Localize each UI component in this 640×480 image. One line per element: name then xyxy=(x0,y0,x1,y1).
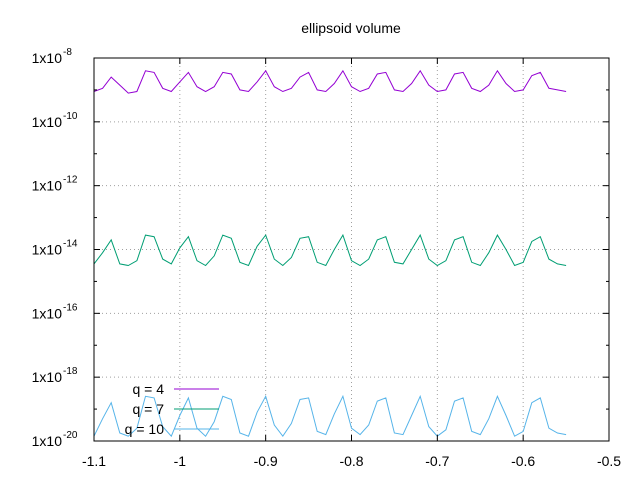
legend: q = 4 q = 7 q = 10 xyxy=(125,381,219,437)
legend-label: q = 7 xyxy=(132,401,164,417)
grid xyxy=(94,58,609,441)
series-line-2 xyxy=(93,233,567,267)
x-tick-label: -0.5 xyxy=(597,453,621,469)
legend-label: q = 4 xyxy=(132,381,164,397)
x-tick-label: -1.1 xyxy=(82,453,106,469)
x-tick-label: -0.6 xyxy=(511,453,535,469)
x-tick-label: -0.7 xyxy=(425,453,449,469)
plot-frame xyxy=(93,57,610,442)
y-tick-exponent: -18 xyxy=(63,366,78,377)
y-tick-exponent: -10 xyxy=(63,111,78,122)
y-tick-label: 1x10 xyxy=(32,369,63,385)
series-line-3 xyxy=(93,394,567,438)
y-tick-label: 1x10 xyxy=(32,433,63,449)
series-group xyxy=(93,69,567,438)
y-tick-exponent: -8 xyxy=(63,47,72,58)
y-tick-label: 1x10 xyxy=(32,178,63,194)
chart-title: ellipsoid volume xyxy=(301,20,401,36)
y-tick-exponent: -12 xyxy=(63,175,78,186)
series-line-1 xyxy=(93,69,567,94)
x-tick-label: -0.8 xyxy=(339,453,363,469)
x-tick-label: -0.9 xyxy=(254,453,278,469)
y-tick-exponent: -14 xyxy=(63,239,78,250)
y-tick-label: 1x10 xyxy=(32,305,63,321)
y-tick-label: 1x10 xyxy=(32,242,63,258)
y-tick-exponent: -16 xyxy=(63,302,78,313)
y-tick-exponent: -20 xyxy=(63,430,78,441)
y-tick-label: 1x10 xyxy=(32,114,63,130)
y-tick-label: 1x10 xyxy=(32,50,63,66)
legend-label: q = 10 xyxy=(125,421,165,437)
x-tick-label: -1 xyxy=(174,453,187,469)
